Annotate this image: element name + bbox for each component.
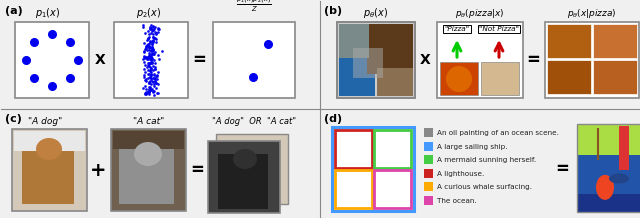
Text: "A cat": "A cat" <box>133 117 164 126</box>
Text: (b): (b) <box>324 6 342 16</box>
Bar <box>337 22 415 98</box>
Text: A curious whale surfacing.: A curious whale surfacing. <box>437 184 532 190</box>
Bar <box>593 60 637 94</box>
Ellipse shape <box>609 174 629 184</box>
Text: =: = <box>192 51 206 69</box>
Bar <box>424 196 433 204</box>
Text: "Pizza": "Pizza" <box>444 26 470 32</box>
Bar <box>440 62 478 95</box>
Bar <box>424 155 433 164</box>
Bar <box>213 22 295 98</box>
Ellipse shape <box>596 175 614 200</box>
Bar <box>14 131 85 151</box>
Text: "A dog": "A dog" <box>28 117 63 126</box>
Bar <box>218 154 268 209</box>
Text: X: X <box>95 53 106 67</box>
Text: (c): (c) <box>5 114 22 124</box>
Bar <box>577 194 640 212</box>
Bar <box>374 130 411 168</box>
Text: "A dog"  OR  "A cat": "A dog" OR "A cat" <box>212 117 296 126</box>
Bar <box>424 169 433 177</box>
Bar <box>113 131 184 149</box>
Bar <box>374 170 411 208</box>
Text: $p_{\theta}(x|pizza)$: $p_{\theta}(x|pizza)$ <box>567 7 617 20</box>
Bar <box>619 126 629 170</box>
Bar <box>424 141 433 150</box>
Bar <box>15 22 89 98</box>
Bar <box>593 24 637 58</box>
Bar <box>335 170 372 208</box>
Text: $p_{\theta}(pizza|x)$: $p_{\theta}(pizza|x)$ <box>455 7 505 20</box>
Text: =: = <box>526 51 540 69</box>
Bar <box>353 48 383 78</box>
Text: $\frac{p_1(x)p_2(x)}{Z}$: $\frac{p_1(x)p_2(x)}{Z}$ <box>236 0 272 14</box>
Bar <box>547 24 591 58</box>
Ellipse shape <box>233 149 257 169</box>
Text: (a): (a) <box>5 6 23 16</box>
Bar <box>577 155 640 194</box>
Bar <box>481 62 519 95</box>
Text: An oil painting of an ocean scene.: An oil painting of an ocean scene. <box>437 130 559 136</box>
Text: $p_2(x)$: $p_2(x)$ <box>136 6 162 20</box>
Text: =: = <box>555 160 569 178</box>
Bar <box>339 24 369 58</box>
Text: =: = <box>190 161 204 179</box>
Bar <box>22 144 74 204</box>
Circle shape <box>446 66 472 92</box>
Bar <box>216 134 288 204</box>
Text: X: X <box>420 53 430 67</box>
Bar <box>424 128 433 137</box>
Bar <box>339 58 375 96</box>
Text: The ocean.: The ocean. <box>437 198 477 203</box>
Bar <box>377 68 413 96</box>
Bar <box>367 24 413 74</box>
Text: A mermaid sunning herself.: A mermaid sunning herself. <box>437 157 536 163</box>
Bar <box>12 129 87 211</box>
Bar <box>545 22 639 98</box>
Bar <box>547 60 591 94</box>
Bar <box>337 22 415 98</box>
Bar <box>111 129 186 211</box>
Bar <box>424 182 433 191</box>
Text: A large sailing ship.: A large sailing ship. <box>437 143 508 150</box>
Bar <box>119 149 174 204</box>
Bar <box>437 22 523 98</box>
Bar <box>114 22 188 98</box>
Text: +: + <box>90 160 106 179</box>
Text: "Not Pizza": "Not Pizza" <box>479 26 519 32</box>
Bar <box>332 127 414 211</box>
Bar <box>577 124 640 212</box>
Text: A lighthouse.: A lighthouse. <box>437 170 484 177</box>
Bar <box>335 130 372 168</box>
Text: $p_{\theta}(x)$: $p_{\theta}(x)$ <box>364 6 388 20</box>
Text: $p_1(x)$: $p_1(x)$ <box>35 6 61 20</box>
Bar <box>577 124 640 155</box>
Bar <box>208 141 280 213</box>
Text: (d): (d) <box>324 114 342 124</box>
Ellipse shape <box>36 138 62 160</box>
Ellipse shape <box>134 142 162 166</box>
